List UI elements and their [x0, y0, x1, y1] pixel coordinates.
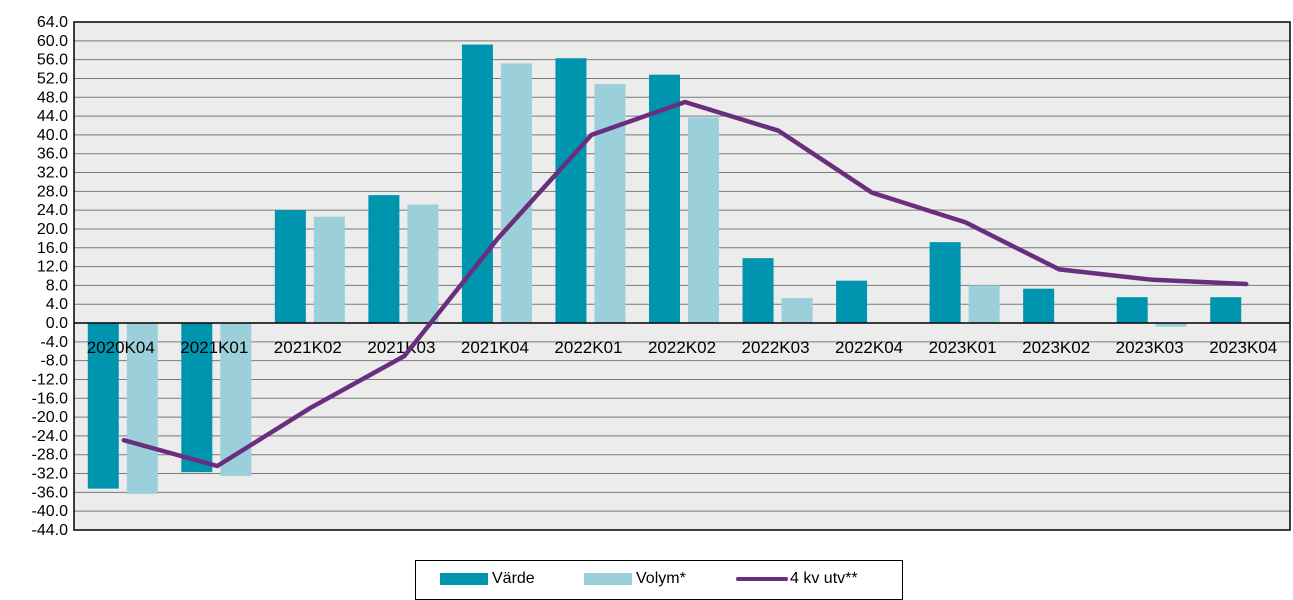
bar-varde-2022K04 [836, 280, 868, 324]
y-tick-label: -24.0 [32, 428, 69, 445]
y-axis-tick-labels: 64.0 60.0 56.052.0 48.0 44.0 40.0 36.0 32.028.0… [32, 14, 69, 539]
y-tick-label: 56.0 [37, 52, 68, 69]
bar-volym-2021K04 [500, 63, 532, 324]
bar-varde-2023K04 [1210, 297, 1242, 324]
y-tick-label: -40.0 [32, 503, 69, 520]
y-tick-label: 4.0 [46, 296, 68, 313]
y-tick-label: 44.0 [37, 108, 68, 125]
legend-item-volym: Volym* [584, 570, 686, 588]
legend-line-swatch-4kv [736, 577, 788, 581]
bar-series [87, 44, 1242, 494]
x-category-label: 2021K04 [461, 338, 529, 357]
bar-varde-2022K03 [742, 258, 774, 324]
bar-volym-2021K02 [313, 216, 345, 324]
y-tick-label: -16.0 [32, 390, 69, 407]
y-tick-label: -8.0 [40, 353, 68, 370]
y-tick-label: 8.0 [46, 277, 68, 294]
plot-area-frame [73, 21, 1291, 531]
legend: Värde Volym* 4 kv utv** [415, 560, 903, 600]
bar-volym-2022K03 [781, 298, 813, 324]
legend-label-4kv: 4 kv utv** [790, 570, 858, 587]
y-tick-label: -36.0 [32, 484, 69, 501]
legend-label-volym: Volym* [636, 570, 686, 587]
x-category-label: 2022K01 [554, 338, 622, 357]
x-category-label: 2021K02 [274, 338, 342, 357]
bar-varde-2021K02 [274, 210, 306, 324]
y-tick-label: -12.0 [32, 371, 69, 388]
bar-varde-2023K03 [1116, 297, 1148, 324]
y-tick-label: 20.0 [37, 221, 68, 238]
y-tick-label: 60.0 [37, 33, 68, 50]
bar-varde-2023K01 [929, 242, 961, 324]
y-tick-label: 12.0 [37, 259, 68, 276]
y-tick-label: 28.0 [37, 183, 68, 200]
bar-varde-2023K02 [1023, 288, 1055, 324]
y-tick-label: 40.0 [37, 127, 68, 144]
y-tick-label: -32.0 [32, 466, 69, 483]
legend-label-varde: Värde [492, 570, 535, 587]
gridlines [74, 40, 1290, 512]
bar-varde-2022K01 [555, 58, 587, 324]
x-category-label: 2020K04 [87, 338, 155, 357]
x-category-label: 2022K04 [835, 338, 903, 357]
y-tick-label: 24.0 [37, 202, 68, 219]
x-category-label: 2023K04 [1209, 338, 1277, 357]
bar-varde-2022K02 [649, 74, 680, 324]
x-category-label: 2022K03 [741, 338, 809, 357]
y-tick-label: 64.0 [37, 14, 68, 31]
bar-volym-2020K04 [126, 323, 158, 494]
line-series-4kv-utv [121, 99, 1249, 469]
x-category-label: 2023K01 [929, 338, 997, 357]
y-tick-label: 32.0 [37, 165, 68, 182]
legend-swatch-varde [440, 573, 488, 585]
y-tick-label: -44.0 [32, 522, 69, 539]
bar-volym-2022K02 [688, 117, 719, 324]
y-tick-label: -4.0 [40, 334, 68, 351]
x-category-label: 2021K03 [367, 338, 435, 357]
x-category-label: 2021K01 [180, 338, 248, 357]
y-tick-label: 36.0 [37, 146, 68, 163]
x-axis-category-labels: 2020K04 2021K01 2021K02 2021K03 2021K04 2022K… [87, 338, 1278, 357]
x-category-label: 2022K02 [648, 338, 716, 357]
y-tick-label: 48.0 [37, 89, 68, 106]
y-tick-label: -20.0 [32, 409, 69, 426]
y-tick-label: 16.0 [37, 240, 68, 257]
x-category-label: 2023K03 [1116, 338, 1184, 357]
y-tick-label: 0.0 [46, 315, 68, 332]
bar-volym-2022K01 [594, 84, 626, 324]
bar-varde-2021K01 [181, 323, 213, 473]
y-tick-label: 52.0 [37, 70, 68, 87]
legend-swatch-volym [584, 573, 632, 585]
x-category-label: 2023K02 [1022, 338, 1090, 357]
bar-volym-2023K01 [968, 285, 1000, 324]
bar-volym-2023K03 [1155, 323, 1187, 327]
y-tick-label: -28.0 [32, 447, 69, 464]
bar-varde-2020K04 [87, 323, 119, 489]
bar-volym-2021K03 [407, 204, 439, 324]
bar-varde-2021K03 [368, 195, 400, 324]
legend-item-varde: Värde [440, 570, 535, 588]
legend-item-4kv: 4 kv utv** [736, 570, 858, 588]
